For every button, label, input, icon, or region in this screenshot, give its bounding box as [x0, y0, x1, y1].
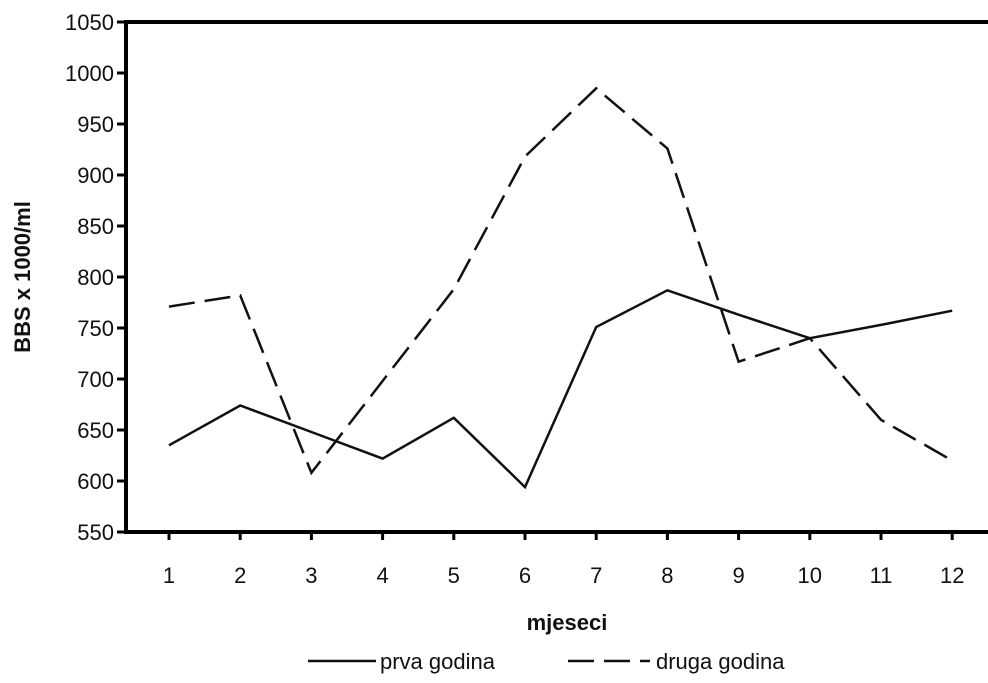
- x-tick-label: 5: [448, 563, 460, 588]
- series-layer: [168, 86, 953, 490]
- x-tick-label: 7: [590, 563, 602, 588]
- x-tick-label: 4: [376, 563, 388, 588]
- x-tick-label: 8: [661, 563, 673, 588]
- y-tick-label: 550: [77, 520, 114, 545]
- y-tick-label: 850: [77, 214, 114, 239]
- series-line-0: [168, 288, 953, 490]
- x-tick-label: 9: [732, 563, 744, 588]
- y-tick-label: 750: [77, 316, 114, 341]
- x-tick-label: 2: [234, 563, 246, 588]
- x-axis-title: mjeseci: [527, 610, 608, 635]
- y-tick-label: 1000: [65, 61, 114, 86]
- y-tick-label: 950: [77, 112, 114, 137]
- y-ticks: 550 600 650 700 750 800 850 900 950 1000 1050: [65, 10, 126, 545]
- x-tick-label: 6: [519, 563, 531, 588]
- y-tick-label: 800: [77, 265, 114, 290]
- y-tick-label: 700: [77, 367, 114, 392]
- legend-label-prva-godina: prva godina: [380, 649, 496, 674]
- y-tick-label: 650: [77, 418, 114, 443]
- legend-label-druga-godina: druga godina: [656, 649, 785, 674]
- x-ticks: 1 2 3 4 5 6 7 8 9 10 11 12: [163, 532, 964, 588]
- legend: prva godina druga godina: [308, 649, 785, 674]
- x-tick-label: 10: [798, 563, 822, 588]
- y-tick-label: 900: [77, 163, 114, 188]
- x-tick-label: 11: [870, 563, 893, 588]
- y-axis-title: BBS x 1000/ml: [10, 201, 35, 353]
- series-line-1: [168, 86, 953, 476]
- y-tick-label: 600: [77, 469, 114, 494]
- x-tick-label: 1: [163, 563, 175, 588]
- x-tick-label: 3: [305, 563, 317, 588]
- x-tick-label: 12: [940, 563, 964, 588]
- y-tick-label: 1050: [65, 10, 114, 35]
